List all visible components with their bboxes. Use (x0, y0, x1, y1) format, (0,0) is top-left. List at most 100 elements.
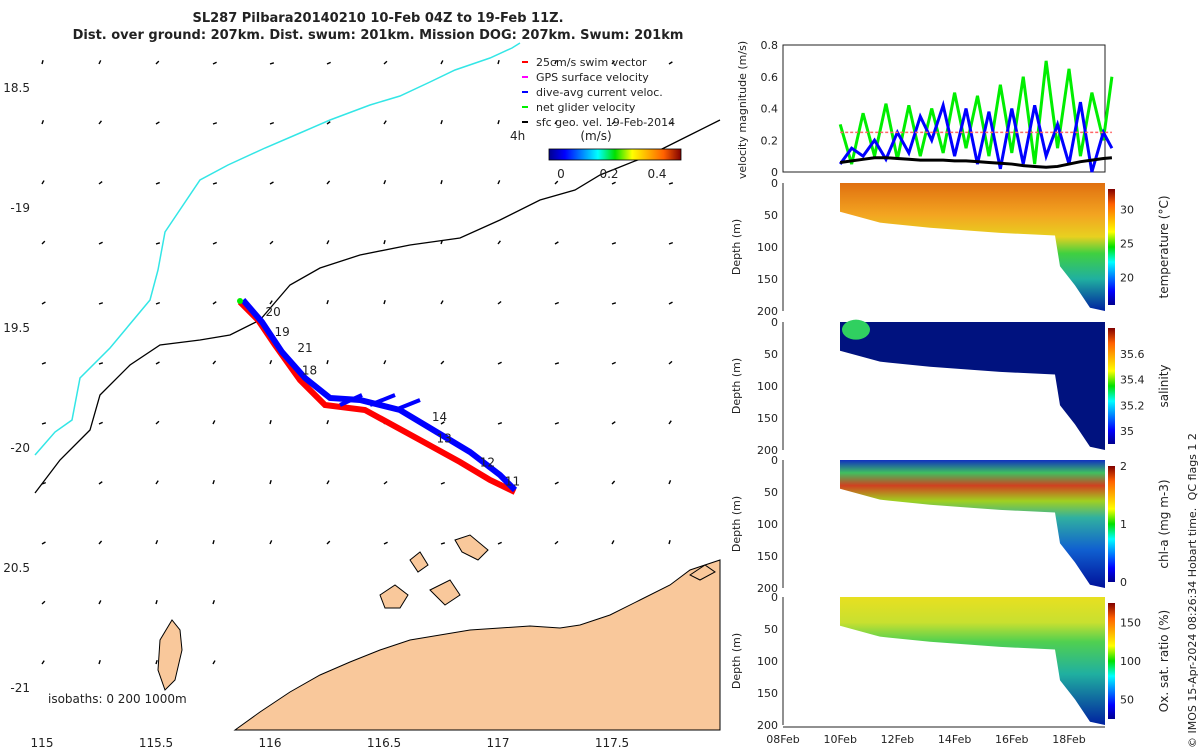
time-tick-label: 12Feb (881, 733, 914, 746)
velocity-arrow (497, 59, 500, 65)
lon-tick-label: 115 (31, 736, 54, 750)
velocity-arrow (440, 360, 445, 365)
depth-tick: 100 (757, 655, 778, 668)
colorbar-tick: 35.2 (1120, 399, 1145, 412)
velocity-arrow (98, 120, 103, 125)
depth-tick: 50 (764, 623, 778, 636)
velocity-arrow (41, 240, 46, 245)
velocity-ylabel: velocity magnitude (m/s) (736, 41, 749, 179)
lat-tick-label: -21 (10, 681, 30, 695)
velocity-arrow (326, 540, 331, 545)
velocity-arrow (326, 480, 330, 485)
depth-tick: 200 (757, 582, 778, 595)
velocity-arrow (98, 481, 103, 485)
velocity-arrow (554, 481, 559, 485)
colorbar-tick: 2 (1120, 460, 1127, 473)
colorbar-tick: 0.4 (647, 167, 666, 181)
colorbar-tick: 100 (1120, 655, 1141, 668)
velocity-arrow (383, 239, 386, 245)
depth-ylabel: Depth (m) (730, 633, 743, 689)
colorbar-tick: 1 (1120, 518, 1127, 531)
depth-tick: 200 (757, 719, 778, 732)
section-data-1 (840, 322, 1105, 450)
depth-tick: 0 (771, 591, 778, 604)
isobaths-label: isobaths: 0 200 1000m (48, 692, 187, 706)
velocity-arrow (212, 241, 217, 245)
velocity-arrow (212, 479, 215, 485)
velocity-arrow (155, 420, 160, 425)
depth-tick: 50 (764, 486, 778, 499)
colorbar-variable-label: salinity (1157, 364, 1171, 407)
colorbar-tick: 0 (1120, 576, 1127, 589)
velocity-arrow (212, 301, 217, 305)
velocity-arrow (155, 659, 158, 665)
velocity-arrow (554, 60, 558, 65)
lon-tick-label: 115.5 (139, 736, 173, 750)
start-marker (237, 298, 243, 304)
depth-tick: 150 (757, 412, 778, 425)
velocity-arrow (668, 241, 674, 245)
velocity-arrow (155, 121, 160, 125)
time-tick-label: 14Feb (938, 733, 971, 746)
velocity-arrow (668, 360, 673, 365)
velocity-arrow (554, 540, 559, 545)
velocity-arrow (611, 361, 616, 365)
depth-ylabel: Depth (m) (730, 358, 743, 414)
surface-geostrophic-velocity-field (41, 59, 674, 665)
velocity-arrow (611, 60, 615, 65)
velocity-arrow (212, 61, 217, 65)
velocity-arrow (212, 182, 218, 185)
velocity-arrow (155, 540, 159, 545)
land-mass (233, 559, 721, 731)
velocity-arrow (269, 419, 272, 425)
velocity-arrow (497, 361, 502, 365)
interval-label: 4h (510, 129, 525, 143)
velocity-arrow (98, 241, 103, 245)
velocity-arrow (269, 300, 273, 305)
depth-tick: 150 (757, 687, 778, 700)
legend-label: net glider velocity (536, 101, 636, 114)
velocity-arrow (383, 480, 388, 485)
depth-ylabel: Depth (m) (730, 219, 743, 275)
section-data-0 (840, 183, 1105, 311)
velocity-arrow (212, 539, 215, 545)
velocity-arrow (383, 541, 388, 545)
velocity-arrow (668, 121, 673, 125)
legend-label: 25cm/s swim vector (536, 56, 647, 69)
depth-tick: 0 (771, 316, 778, 329)
velocity-arrow (41, 600, 46, 605)
velocity-arrow (269, 181, 274, 185)
velocity-arrow (440, 60, 444, 65)
time-tick-label: 08Feb (766, 733, 799, 746)
velocity-series-line (839, 156, 1113, 169)
waypoint-label: 19 (275, 325, 290, 339)
time-tick-label: 18Feb (1052, 733, 1085, 746)
velocity-arrow (497, 240, 501, 245)
depth-tick: 0 (771, 177, 778, 190)
depth-tick: 100 (757, 380, 778, 393)
velocity-arrow (269, 121, 274, 125)
depth-tick: 50 (764, 209, 778, 222)
colorbar-tick: 30 (1120, 203, 1134, 216)
velocity-arrow (497, 119, 500, 125)
section-data-3 (840, 597, 1105, 725)
credit-text: © IMOS 15-Apr-2024 08:26:34 Hobart time. (1186, 508, 1199, 748)
velocity-series-line (838, 60, 1114, 165)
velocity-arrow (269, 62, 275, 65)
velocity-arrow (98, 540, 103, 545)
velocity-arrow (554, 241, 559, 245)
velocity-arrow (269, 540, 273, 545)
velocity-arrow (155, 480, 159, 485)
velocity-arrow (383, 180, 387, 185)
depth-tick: 150 (757, 550, 778, 563)
lat-tick-label: -19 (10, 201, 30, 215)
depth-tick: 200 (757, 305, 778, 318)
section-colorbar (1108, 603, 1115, 719)
velocity-arrow (212, 420, 216, 425)
lon-tick-label: 117.5 (595, 736, 629, 750)
colorbar-tick: 20 (1120, 272, 1134, 285)
qc-flags-text: QC flags 1 2 (1186, 433, 1199, 500)
velocity-arrow (98, 302, 104, 305)
section-colorbar (1108, 466, 1115, 582)
